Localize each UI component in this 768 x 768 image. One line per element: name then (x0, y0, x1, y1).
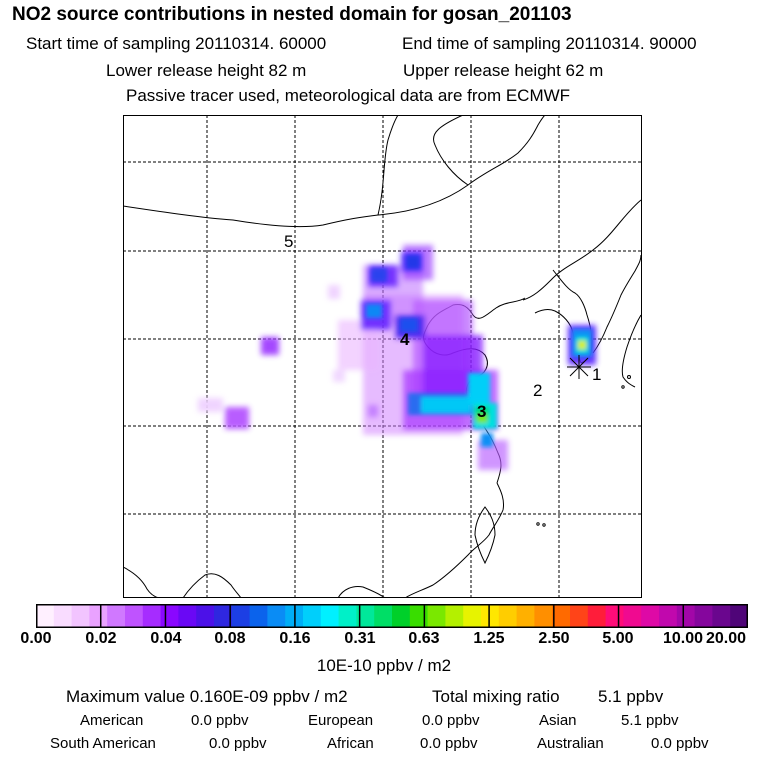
region-label-4: 4 (400, 330, 410, 349)
colorbar-swatch (196, 604, 215, 628)
colorbar-tick: 0.00 (20, 630, 52, 647)
colorbar-tick: 0.31 (344, 630, 376, 647)
colorbar-swatch (142, 604, 162, 628)
colorbar-swatch (338, 604, 357, 628)
colorbar-swatch (231, 604, 251, 628)
colorbar-swatch (53, 604, 73, 628)
colorbar-swatch (659, 604, 678, 628)
colorbar-swatch (214, 604, 233, 628)
region-label-3: 3 (477, 402, 486, 421)
colorbar-swatch (409, 604, 429, 628)
australian-value: 0.0 ppbv (651, 735, 709, 752)
australian-label: Australian (537, 735, 604, 752)
region-label-5: 5 (284, 232, 293, 251)
colorbar-border (36, 604, 748, 628)
colorbar-swatch (570, 604, 589, 628)
maximum-value: Maximum value 0.160E-09 ppbv / m2 (66, 687, 348, 706)
sampling-start: Start time of sampling 20110314. 60000 (26, 34, 327, 53)
colorbar-swatch (267, 604, 286, 628)
south-american-label: South American (50, 735, 156, 752)
colorbar-swatch (71, 604, 90, 628)
colorbar-swatch (36, 604, 55, 628)
colorbar-tick: 1.25 (473, 630, 505, 647)
colorbar-swatch (516, 604, 535, 628)
region-label-2: 2 (533, 381, 542, 400)
colorbar-swatch (303, 604, 322, 628)
european-value: 0.0 ppbv (422, 712, 480, 729)
colorbar-swatch (89, 604, 108, 628)
asian-value: 5.1 ppbv (621, 712, 679, 729)
colorbar-swatch (445, 604, 464, 628)
south-american-value: 0.0 ppbv (209, 735, 267, 752)
colorbar-swatch (712, 604, 731, 628)
map-plot: 5 4 3 2 1 (123, 115, 642, 598)
concentration-field (198, 245, 596, 470)
region-label-1: 1 (592, 365, 601, 384)
color-scale-bar (36, 604, 748, 628)
colorbar-tick: 0.02 (85, 630, 117, 647)
colorbar-swatch (534, 604, 553, 628)
colorbar-swatch (427, 604, 446, 628)
colorbar-tick: 5.00 (602, 630, 634, 647)
colorbar-swatch (676, 604, 696, 628)
african-value: 0.0 ppbv (420, 735, 478, 752)
asian-label: Asian (539, 712, 577, 729)
colorbar-tick: 0.04 (150, 630, 182, 647)
colorbar-swatch (498, 604, 518, 628)
african-label: African (327, 735, 374, 752)
graticule (123, 115, 642, 598)
total-mixing-label: Total mixing ratio (432, 687, 560, 706)
colorbar-unit: 10E-10 ppbv / m2 (316, 656, 452, 675)
colorbar-swatch (160, 604, 179, 628)
american-label: American (80, 712, 144, 729)
colorbar-tick: 0.08 (214, 630, 246, 647)
colorbar-swatch (356, 604, 375, 628)
colorbar-swatch (178, 604, 197, 628)
colorbar-swatch (587, 604, 607, 628)
colorbar-swatch (463, 604, 482, 628)
colorbar-swatch (125, 604, 144, 628)
european-label: European (308, 712, 374, 729)
total-mixing-value: 5.1 ppbv (598, 687, 664, 706)
chart-title: NO2 source contributions in nested domai… (12, 4, 572, 25)
colorbar-tick: 10.00 (662, 630, 704, 647)
colorbar-tick: 0.16 (279, 630, 311, 647)
colorbar-swatch (605, 604, 624, 628)
colorbar-swatch (320, 604, 340, 628)
colorbar-swatch (249, 604, 268, 628)
colorbar-tick: 20.00 (705, 630, 747, 647)
american-value: 0.0 ppbv (191, 712, 249, 729)
receptor-marker (567, 355, 591, 379)
colorbar-swatch (481, 604, 500, 628)
colorbar-swatch (694, 604, 713, 628)
tracer-note: Passive tracer used, meteorological data… (126, 86, 571, 105)
colorbar-swatch (623, 604, 642, 628)
colorbar-tick: 2.50 (538, 630, 570, 647)
colorbar-swatch (374, 604, 393, 628)
colorbar-swatch (730, 604, 748, 628)
colorbar-swatch (552, 604, 571, 628)
colorbar-swatch (641, 604, 660, 628)
upper-release-height: Upper release height 62 m (403, 61, 604, 80)
colorbar-tick: 0.63 (408, 630, 440, 647)
colorbar-swatch (107, 604, 126, 628)
sampling-end: End time of sampling 20110314. 90000 (402, 34, 697, 53)
lower-release-height: Lower release height 82 m (106, 61, 307, 80)
colorbar-swatch (392, 604, 411, 628)
